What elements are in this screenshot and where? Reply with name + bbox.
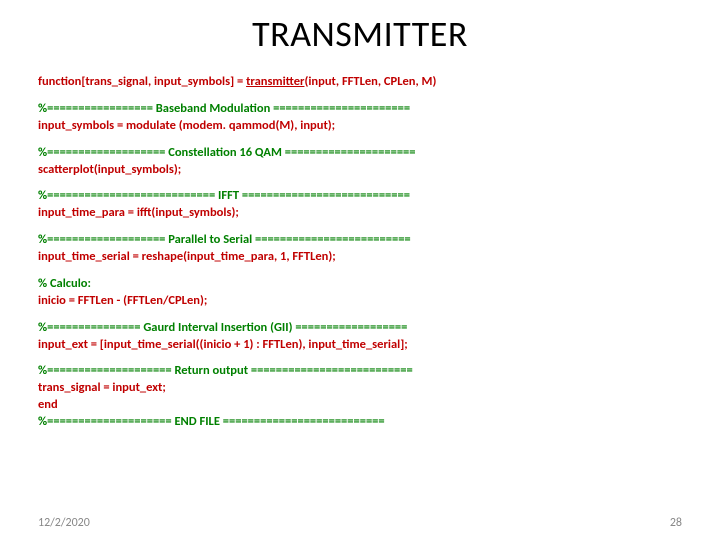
code-segment: [trans_signal, input_symbols] = bbox=[81, 74, 246, 89]
slide-container: TRANSMITTER function[trans_signal, input… bbox=[0, 0, 720, 540]
code-area: function[trans_signal, input_symbols] = … bbox=[38, 74, 682, 431]
code-line: %=================== Parallel to Serial … bbox=[38, 232, 682, 249]
code-line: input_ext = [input_time_serial((inicio +… bbox=[38, 337, 682, 354]
code-segment: function bbox=[38, 74, 81, 89]
code-block: %=================== Parallel to Serial … bbox=[38, 232, 682, 266]
code-segment: end bbox=[38, 397, 58, 412]
code-line: inicio = FFTLen - (FFTLen/CPLen); bbox=[38, 293, 682, 310]
code-segment: %=========================== IFFT ======… bbox=[38, 188, 410, 203]
code-segment: %=================== Constellation 16 QA… bbox=[38, 145, 416, 160]
code-line: trans_signal = input_ext; bbox=[38, 380, 682, 397]
code-segment: input_time_para = ifft(input_symbols); bbox=[38, 205, 239, 220]
code-segment: trans_signal = input_ext; bbox=[38, 380, 166, 395]
code-block: %================= Baseband Modulation =… bbox=[38, 101, 682, 135]
code-line: %=============== Gaurd Interval Insertio… bbox=[38, 320, 682, 337]
code-segment: inicio = FFTLen - (FFTLen/CPLen); bbox=[38, 293, 207, 308]
slide-title: TRANSMITTER bbox=[38, 12, 682, 56]
code-line: %=========================== IFFT ======… bbox=[38, 188, 682, 205]
code-line: end bbox=[38, 397, 682, 414]
code-line: %=================== Constellation 16 QA… bbox=[38, 145, 682, 162]
code-segment: %=================== Parallel to Serial … bbox=[38, 232, 411, 247]
code-segment: input_time_serial = reshape(input_time_p… bbox=[38, 249, 336, 264]
code-segment: %================= Baseband Modulation =… bbox=[38, 101, 410, 116]
code-block: %=================== Constellation 16 QA… bbox=[38, 145, 682, 179]
code-line: %==================== Return output ====… bbox=[38, 363, 682, 380]
code-segment: %=============== Gaurd Interval Insertio… bbox=[38, 320, 407, 335]
code-line: %==================== END FILE =========… bbox=[38, 414, 682, 431]
code-segment: %==================== Return output ====… bbox=[38, 363, 413, 378]
code-segment: % Calculo: bbox=[38, 276, 91, 291]
code-segment: input_ext = [input_time_serial((inicio +… bbox=[38, 337, 408, 352]
code-line: scatterplot(input_symbols); bbox=[38, 162, 682, 179]
code-line: input_time_serial = reshape(input_time_p… bbox=[38, 249, 682, 266]
code-segment: (input, FFTLen, CPLen, M) bbox=[304, 74, 436, 89]
code-line: input_time_para = ifft(input_symbols); bbox=[38, 205, 682, 222]
code-segment: input_symbols = modulate (modem. qammod(… bbox=[38, 118, 335, 133]
code-segment: %==================== END FILE =========… bbox=[38, 414, 385, 429]
code-line: function[trans_signal, input_symbols] = … bbox=[38, 74, 682, 91]
code-line: %================= Baseband Modulation =… bbox=[38, 101, 682, 118]
code-segment: transmitter bbox=[246, 74, 304, 89]
code-line: input_symbols = modulate (modem. qammod(… bbox=[38, 118, 682, 135]
code-block: %=========================== IFFT ======… bbox=[38, 188, 682, 222]
footer: 12/2/2020 28 bbox=[38, 516, 682, 530]
code-line: % Calculo: bbox=[38, 276, 682, 293]
code-block: %==================== Return output ====… bbox=[38, 363, 682, 431]
code-block: function[trans_signal, input_symbols] = … bbox=[38, 74, 682, 91]
code-block: % Calculo: inicio = FFTLen - (FFTLen/CPLe… bbox=[38, 276, 682, 310]
code-segment: scatterplot(input_symbols); bbox=[38, 162, 181, 177]
code-block: %=============== Gaurd Interval Insertio… bbox=[38, 320, 682, 354]
footer-date: 12/2/2020 bbox=[38, 516, 90, 530]
footer-page: 28 bbox=[670, 516, 682, 530]
